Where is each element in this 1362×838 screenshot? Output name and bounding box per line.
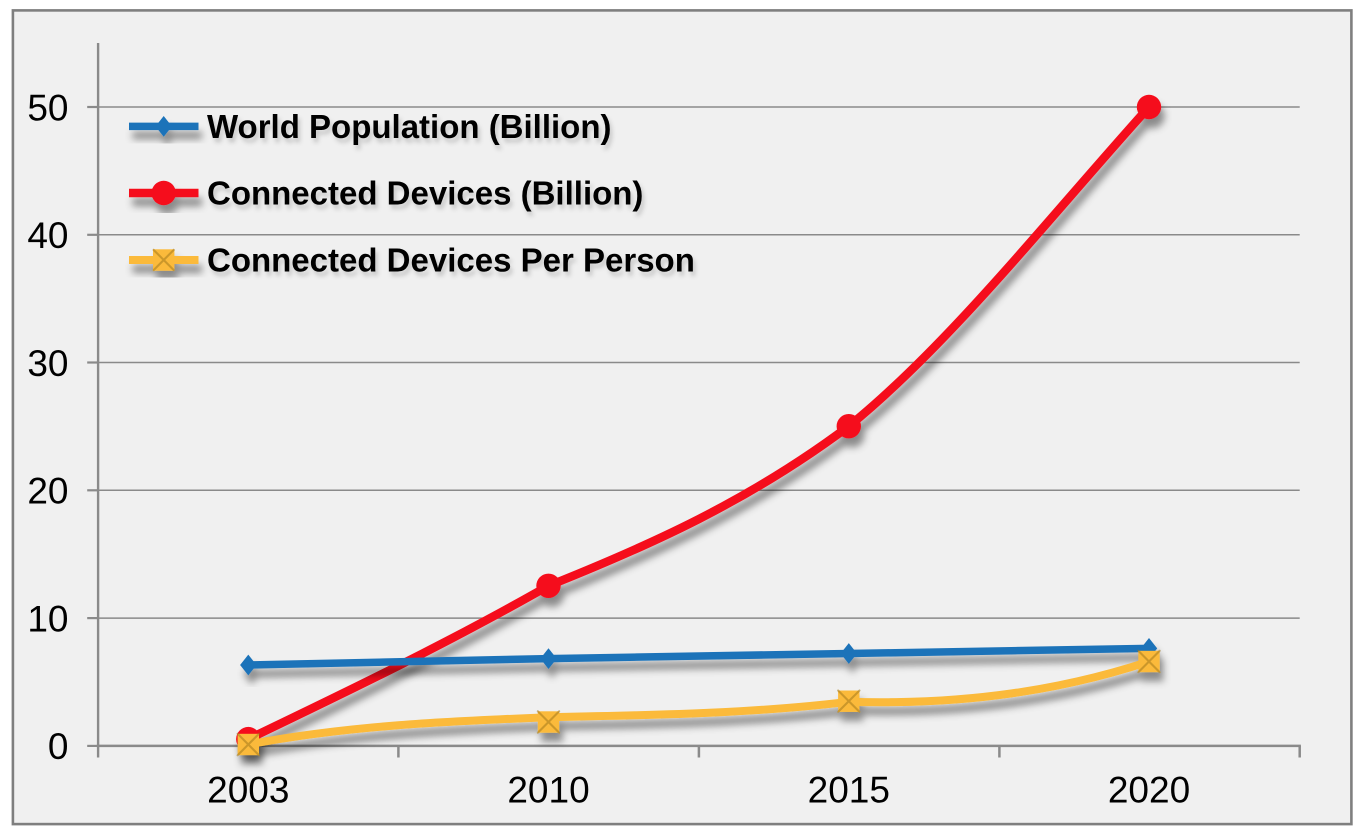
svg-text:0: 0: [48, 726, 69, 767]
svg-text:World Population (Billion): World Population (Billion): [207, 108, 612, 145]
svg-text:2003: 2003: [207, 770, 289, 811]
svg-text:Connected Devices Per Person: Connected Devices Per Person: [207, 241, 695, 278]
svg-text:Connected Devices (Billion): Connected Devices (Billion): [207, 174, 643, 211]
svg-text:40: 40: [27, 215, 68, 256]
svg-text:2020: 2020: [1108, 770, 1190, 811]
svg-text:30: 30: [27, 343, 68, 384]
svg-text:20: 20: [27, 471, 68, 512]
svg-text:2010: 2010: [507, 770, 589, 811]
svg-text:50: 50: [27, 87, 68, 128]
svg-text:2015: 2015: [808, 770, 890, 811]
svg-text:10: 10: [27, 598, 68, 639]
